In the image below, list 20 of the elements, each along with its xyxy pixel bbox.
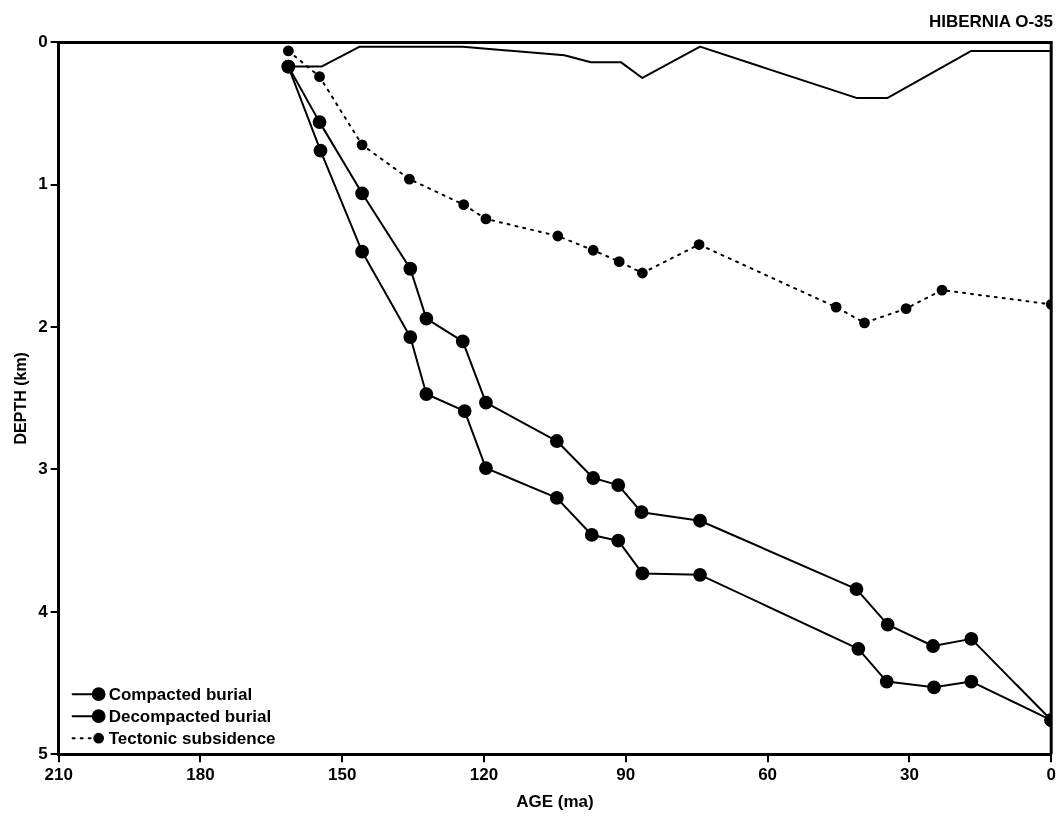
legend-label: Decompacted burial: [108, 706, 272, 726]
x-axis-title: AGE (ma): [516, 792, 594, 812]
x-tick-label: 210: [44, 765, 73, 785]
y-tick-label: 0: [38, 32, 48, 52]
y-tick-label: 4: [38, 601, 49, 621]
x-tick-label: 0: [1046, 765, 1056, 785]
x-tick-label: 120: [469, 765, 499, 785]
x-tick-label: 150: [328, 765, 357, 785]
x-tick-label: 180: [186, 765, 215, 785]
x-tick-label: 90: [616, 765, 636, 785]
y-tick-label: 1: [38, 174, 48, 194]
y-axis-title: DEPTH (km): [12, 352, 30, 445]
y-tick-label: 5: [38, 743, 48, 763]
y-tick-label: 2: [38, 316, 48, 336]
chart-title: HIBERNIA O-35: [928, 11, 1053, 31]
legend-label: Tectonic subsidence: [108, 728, 276, 748]
y-tick-label: 3: [38, 459, 48, 479]
x-tick-label: 30: [899, 765, 919, 785]
legend-label: Compacted burial: [108, 684, 253, 704]
x-tick-label: 60: [758, 765, 778, 785]
